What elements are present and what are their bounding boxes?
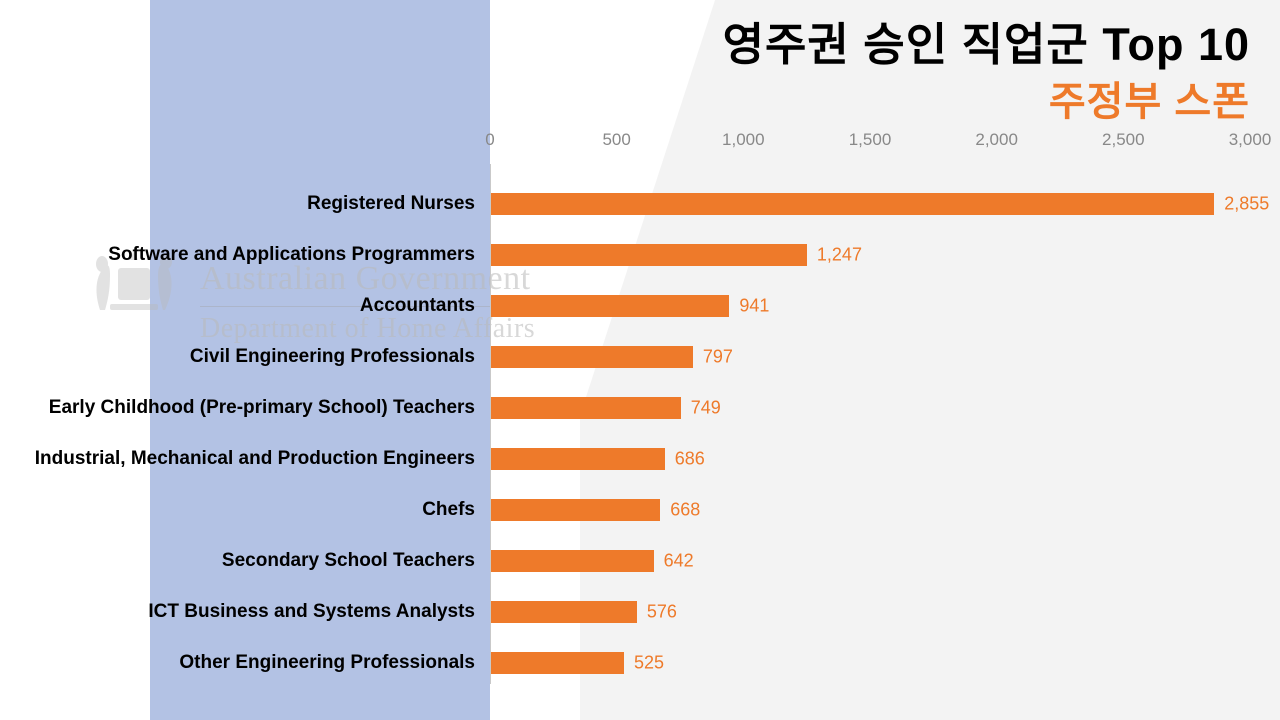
bar-row: Industrial, Mechanical and Production En… [0, 433, 1280, 484]
bar-label: Civil Engineering Professionals [0, 346, 475, 368]
bar-label: ICT Business and Systems Analysts [0, 601, 475, 623]
bar-label: Industrial, Mechanical and Production En… [0, 448, 475, 470]
bar-row: Civil Engineering Professionals 797 [0, 331, 1280, 382]
bar [491, 295, 729, 317]
bar-label: Software and Applications Programmers [0, 244, 475, 266]
bar-value: 2,855 [1224, 193, 1269, 214]
x-axis-tick: 3,000 [1229, 130, 1272, 150]
x-axis-ticks: 05001,0001,5002,0002,5003,000 [490, 130, 1250, 160]
bar-value: 668 [670, 499, 700, 520]
bar [491, 244, 807, 266]
bar [491, 550, 654, 572]
bar [491, 448, 665, 470]
bar [491, 193, 1214, 215]
chart-title: 영주권 승인 직업군 Top 10 [723, 8, 1250, 73]
bar-label: Chefs [0, 499, 475, 521]
bar [491, 499, 660, 521]
x-axis-tick: 0 [485, 130, 494, 150]
bar-label: Registered Nurses [0, 193, 475, 215]
bar-row: Accountants 941 [0, 280, 1280, 331]
bar-row: Secondary School Teachers 642 [0, 535, 1280, 586]
chart-subtitle: 주정부 스폰 [723, 69, 1250, 127]
bar [491, 652, 624, 674]
bar [491, 346, 693, 368]
bar-row: Early Childhood (Pre-primary School) Tea… [0, 382, 1280, 433]
bar-chart: 0 500 1,000 1,500 2,000 2,500 3,000 Registered… [0, 130, 1280, 690]
bar [491, 397, 681, 419]
bar-label: Other Engineering Professionals [0, 652, 475, 674]
bar-value: 525 [634, 652, 664, 673]
x-axis-tick: 2,500 [1102, 130, 1145, 150]
bar-row: Software and Applications Programmers 1,2… [0, 229, 1280, 280]
bar-row: ICT Business and Systems Analysts 576 [0, 586, 1280, 637]
bar-row: Registered Nurses 2,855 [0, 178, 1280, 229]
bar-label: Early Childhood (Pre-primary School) Tea… [0, 397, 475, 419]
bar [491, 601, 637, 623]
bar-row: Other Engineering Professionals 525 [0, 637, 1280, 688]
x-axis-tick: 500 [602, 130, 630, 150]
x-axis-tick: 1,000 [722, 130, 765, 150]
x-axis-tick: 1,500 [849, 130, 892, 150]
bar-label: Secondary School Teachers [0, 550, 475, 572]
bar-value: 686 [675, 448, 705, 469]
bar-value: 749 [691, 397, 721, 418]
bar-label: Accountants [0, 295, 475, 317]
x-axis-tick: 2,000 [975, 130, 1018, 150]
bar-row: Chefs 668 [0, 484, 1280, 535]
bar-value: 576 [647, 601, 677, 622]
bar-value: 941 [739, 295, 769, 316]
chart-slide: Australian Government Department of Home… [0, 0, 1280, 720]
chart-title-block: 영주권 승인 직업군 Top 10 주정부 스폰 [723, 8, 1250, 127]
bar-value: 797 [703, 346, 733, 367]
bar-value: 642 [664, 550, 694, 571]
bar-value: 1,247 [817, 244, 862, 265]
bar-rows: Registered Nurses 2,855 Software and Appli… [0, 178, 1280, 688]
